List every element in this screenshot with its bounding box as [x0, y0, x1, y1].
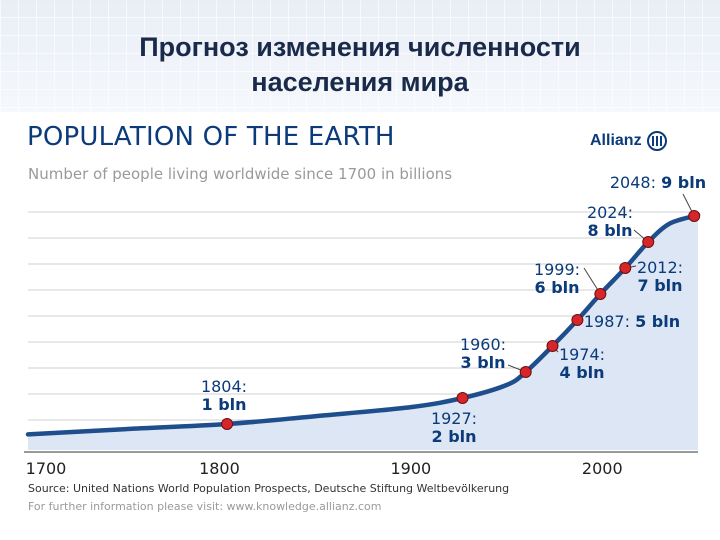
- milestone-year: 1960:: [460, 335, 506, 354]
- slide-title: Прогноз изменения численности населения …: [60, 30, 660, 100]
- milestone-year: 1999:: [534, 260, 580, 279]
- milestone-value: 4 bln: [559, 363, 604, 382]
- milestone-marker: [546, 340, 559, 352]
- milestone-label: 2048: 9 bln: [610, 173, 706, 192]
- milestone-marker: [688, 210, 701, 222]
- milestone-marker: [619, 262, 632, 274]
- milestone-value: 8 bln: [587, 221, 632, 240]
- chart-title: POPULATION OF THE EARTH: [27, 122, 395, 152]
- milestone-marker: [221, 418, 234, 430]
- milestone-value: 1 bln: [201, 395, 246, 414]
- milestone-year: 1987:: [584, 312, 635, 331]
- milestone-year: 1804:: [201, 377, 247, 396]
- milestone-marker: [456, 392, 469, 404]
- milestone-label: 1987: 5 bln: [584, 312, 680, 331]
- milestone-year: 2048:: [610, 173, 661, 192]
- population-area: [28, 214, 698, 450]
- milestone-year: 1927:: [431, 409, 477, 428]
- milestone-year: 2024:: [587, 203, 633, 222]
- milestone-value: 5 bln: [635, 312, 680, 331]
- milestone-marker: [642, 236, 655, 248]
- milestone-value: 7 bln: [637, 276, 682, 295]
- milestone-value: 3 bln: [460, 353, 505, 372]
- milestone-marker: [594, 288, 607, 300]
- x-tick-label: 1900: [390, 459, 431, 478]
- milestone-value: 9 bln: [661, 173, 706, 192]
- milestone-value: 2 bln: [431, 427, 476, 446]
- allianz-emblem-icon: [646, 131, 667, 151]
- milestone-year: 2012:: [637, 258, 683, 277]
- x-tick-label: 2000: [582, 459, 623, 478]
- x-tick-label: 1700: [26, 459, 67, 478]
- milestone-year: 1974:: [559, 345, 605, 364]
- brand-name: Allianz: [590, 132, 642, 149]
- milestone-marker: [519, 366, 532, 378]
- slide-title-line-1: Прогноз изменения численности: [139, 32, 581, 62]
- allianz-logo: Allianz: [590, 129, 667, 153]
- milestone-marker: [571, 314, 584, 326]
- info-link: For further information please visit: ww…: [28, 500, 382, 513]
- slide-title-line-2: населения мира: [251, 67, 469, 97]
- slide-background: [0, 0, 720, 112]
- chart-subtitle: Number of people living worldwide since …: [28, 165, 453, 183]
- source-note: Source: United Nations World Population …: [28, 482, 510, 495]
- milestone-value: 6 bln: [534, 278, 579, 297]
- x-tick-label: 1800: [199, 459, 240, 478]
